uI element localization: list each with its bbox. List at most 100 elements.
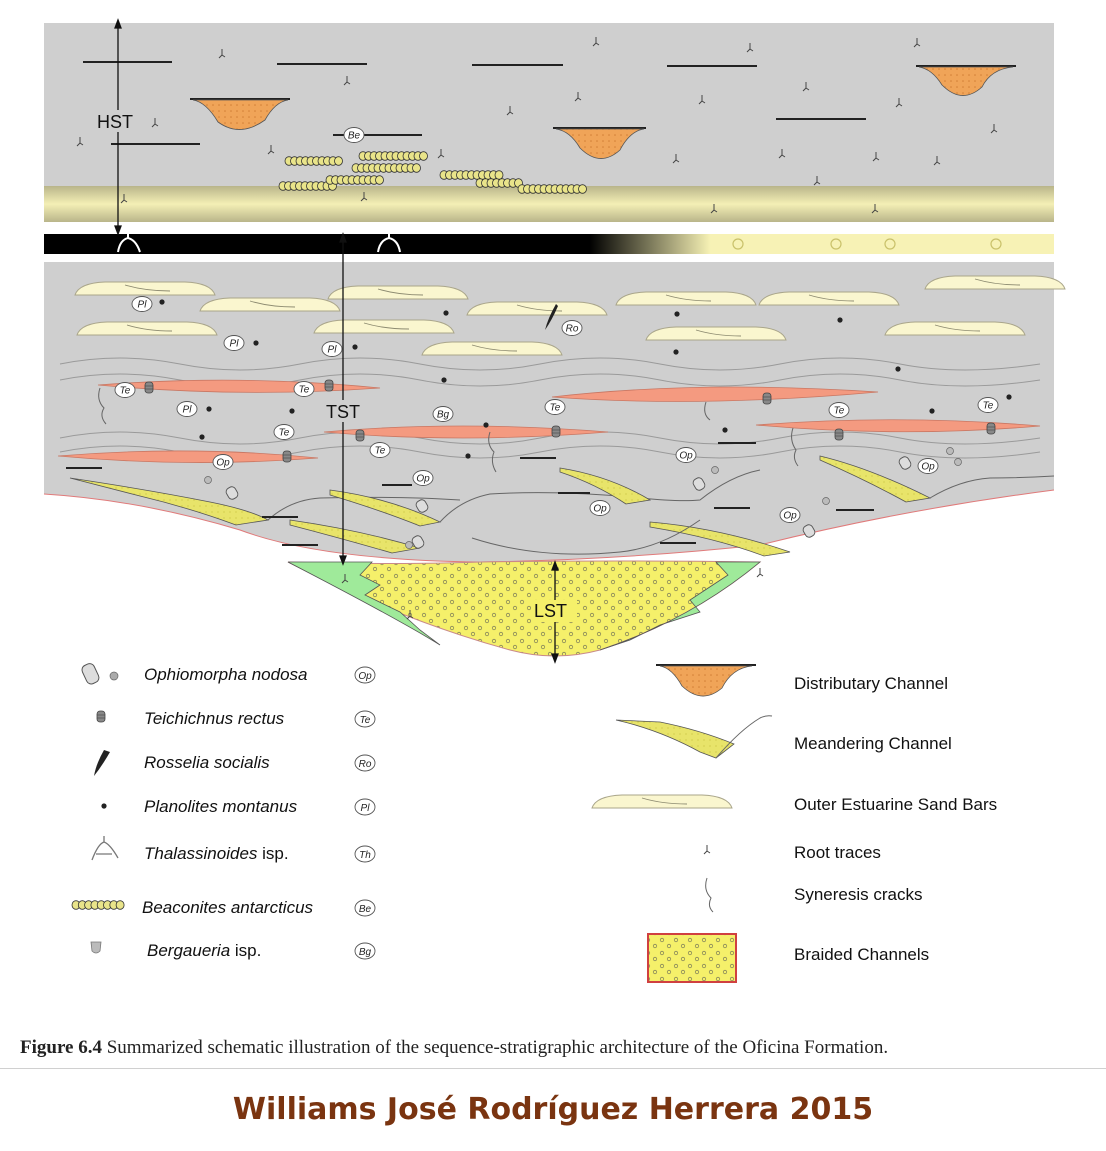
trace-tag-label: Ro	[566, 324, 579, 335]
thickness-arrows	[114, 18, 559, 664]
ichnofossil-code-badge: Th	[354, 845, 376, 863]
figure-caption: Figure 6.4 Summarized schematic illustra…	[20, 1037, 1090, 1059]
trace-tag-op: Op	[412, 470, 434, 486]
ichnofossil-name: Rosselia socialis	[144, 753, 270, 772]
trace-tag-label: Te	[550, 403, 561, 414]
ichnofossil-code-badge: Be	[354, 899, 376, 917]
ichnofossil-name: Beaconites antarcticus	[142, 898, 314, 917]
distributary-channel-icon	[656, 664, 756, 697]
beaconites-bead	[375, 175, 384, 185]
trace-tag-be: Be	[343, 127, 365, 143]
distributary-channel	[916, 65, 1016, 96]
ichnofossil-code-badge: Pl	[354, 798, 376, 816]
trace-tag-op: Op	[212, 454, 234, 470]
braided-channel-icon	[647, 933, 737, 983]
beaconites-bead	[494, 170, 504, 180]
ichnofossil-suffix: isp.	[230, 941, 261, 960]
ichnofossil-code: Op	[358, 671, 372, 682]
trace-tag-label: Op	[593, 504, 607, 515]
ichnofossil-code: Ro	[359, 759, 372, 770]
trace-tag-label: Pl	[328, 345, 338, 356]
ichnofossil-code-badge: Op	[354, 666, 376, 684]
ichnofossil-code-badge: Bg	[354, 942, 376, 960]
beaconites-bead	[115, 900, 125, 910]
ophiomorpha-burrows	[204, 447, 962, 551]
trace-tag-label: Pl	[183, 405, 193, 416]
trace-tag-pl: Pl	[223, 335, 245, 351]
syneresis-cracks	[98, 387, 799, 473]
ichnofossil-code-badge: Te	[354, 710, 376, 728]
hst-label: HST	[97, 112, 133, 132]
ophiomorpha-icon	[81, 663, 119, 685]
lst-unit	[287, 560, 764, 657]
facies-label: Braided Channels	[794, 945, 929, 964]
facies-label: Root traces	[794, 843, 881, 862]
ichnofossil-name: Thalassinoides isp.	[144, 844, 289, 863]
meandering-channels	[69, 455, 1055, 557]
trace-tag-label: Te	[279, 428, 290, 439]
trace-tag-pl: Pl	[321, 341, 343, 357]
trace-tag-label: Bg	[437, 410, 450, 421]
trace-tag-label: Te	[983, 401, 994, 412]
rosselia-burrow	[545, 304, 558, 330]
planolites-dot-icon	[101, 803, 107, 809]
bergaueria-icon	[90, 941, 102, 954]
trace-tag-te: Te	[273, 424, 295, 440]
green-fill-left	[287, 561, 441, 646]
teichichnus-icon	[96, 710, 106, 723]
trace-tag-bg: Bg	[432, 406, 454, 422]
ichnofossil-name: Bergaueria isp.	[147, 941, 261, 960]
meandering-channel-icon	[615, 715, 773, 759]
trace-tag-te: Te	[544, 399, 566, 415]
green-fill-right	[599, 561, 762, 651]
divider	[0, 1068, 1106, 1069]
ichnofossil-code: Th	[359, 850, 371, 861]
trace-tags: Be Pl Pl Pl Ro Te Te Pl Te Te Bg Te Op Op Op Op Op Op Te Te	[114, 127, 999, 523]
trace-tag-op: Op	[779, 507, 801, 523]
ichnofossil-name: Ophiomorpha nodosa	[144, 665, 308, 684]
author-credit: Williams José Rodríguez Herrera 2015	[232, 1092, 874, 1127]
trace-tag-label: Op	[921, 462, 935, 473]
trace-tag-te: Te	[293, 381, 315, 397]
distributary-channel	[190, 98, 290, 130]
flooding-surface	[44, 232, 1054, 254]
thalassinoides-burrow	[117, 232, 401, 253]
trace-tag-label: Te	[834, 406, 845, 417]
syneresis-crack-icon	[705, 877, 714, 913]
ichnofossil-suffix: isp.	[257, 844, 288, 863]
trace-tag-op: Op	[675, 447, 697, 463]
facies-label: Syneresis cracks	[794, 885, 922, 904]
facies-label: Outer Estuarine Sand Bars	[794, 795, 997, 814]
trace-tag-pl: Pl	[131, 296, 153, 312]
trace-tag-label: Te	[120, 386, 131, 397]
thalassinoides-icon	[91, 836, 119, 861]
trace-tag-te: Te	[828, 402, 850, 418]
trace-tag-label: Pl	[230, 339, 240, 350]
caption-text: Summarized schematic illustration of the…	[101, 1037, 889, 1058]
ichnofossil-legend: Ophiomorpha nodosa Op Teichichnus rectus Te…	[71, 663, 376, 960]
beaconites-bead	[419, 151, 428, 161]
trace-tag-te: Te	[369, 442, 391, 458]
hst-unit	[44, 23, 1054, 222]
ichnofossil-name: Planolites montanus	[144, 797, 298, 816]
trace-tag-op: Op	[917, 458, 939, 474]
ichnofossil-code: Be	[359, 904, 372, 915]
tst-label: TST	[326, 402, 360, 422]
trace-tag-label: Op	[679, 451, 693, 462]
trace-tag-label: Pl	[138, 300, 148, 311]
distributary-channel	[553, 127, 646, 159]
rosselia-icon	[94, 750, 110, 776]
beaconites-bead	[578, 184, 587, 194]
trace-tag-label: Op	[783, 511, 797, 522]
trace-tag-label: Te	[299, 385, 310, 396]
beaconites-bead	[412, 163, 421, 173]
trace-tag-label: Op	[416, 474, 430, 485]
ichnofossil-code: Pl	[361, 803, 371, 814]
trace-tag-pl: Pl	[176, 401, 198, 417]
facies-label: Meandering Channel	[794, 734, 952, 753]
ichnofossil-code: Te	[360, 715, 371, 726]
trace-tag-label: Op	[216, 458, 230, 469]
facies-legend: Distributary Channel Meandering Channel Ou…	[591, 664, 997, 983]
trace-tag-ro: Ro	[561, 320, 583, 336]
